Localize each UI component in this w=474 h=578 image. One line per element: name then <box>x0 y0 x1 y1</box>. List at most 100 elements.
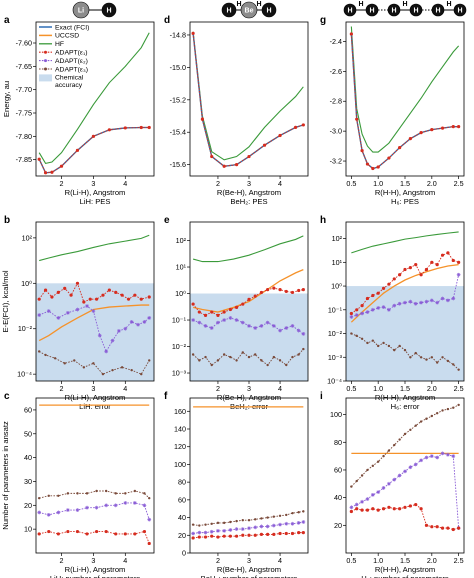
data-point <box>228 316 233 320</box>
y-axis-label: E-E(FCI), kcal/mol <box>1 270 10 332</box>
x-tick-label: 4 <box>123 556 127 565</box>
data-point <box>222 310 226 314</box>
x-tick-label: 0.5 <box>346 556 356 565</box>
data-point <box>446 452 450 457</box>
data-point <box>204 355 207 359</box>
data-point <box>301 288 305 292</box>
data-point <box>419 507 423 511</box>
y-tick-label: 10⁻¹ <box>328 305 343 314</box>
data-point <box>130 368 133 372</box>
data-point <box>285 513 288 517</box>
data-point <box>272 355 276 359</box>
data-point <box>446 407 450 411</box>
data-point <box>302 510 305 513</box>
data-point <box>381 507 386 511</box>
data-point <box>293 125 298 129</box>
data-point <box>355 507 359 511</box>
legend-label: ADAPT(ε₁) <box>55 50 88 57</box>
data-point <box>259 290 264 295</box>
data-point <box>210 534 214 538</box>
series-group <box>37 32 151 175</box>
y-tick-label: -2.4 <box>330 37 342 46</box>
data-point <box>365 497 370 501</box>
y-tick-label: 80 <box>178 478 186 487</box>
data-point <box>370 492 375 497</box>
data-point <box>234 527 239 531</box>
data-point <box>414 424 417 427</box>
atom-h-icon <box>431 3 445 17</box>
atom-h-icon <box>221 2 237 18</box>
data-point <box>191 536 195 540</box>
data-point <box>88 297 92 301</box>
series-group <box>191 235 306 367</box>
data-point <box>260 517 263 520</box>
data-point <box>56 290 60 294</box>
data-point <box>409 356 412 359</box>
data-point <box>441 409 444 412</box>
series-line-adapt- <box>39 490 150 499</box>
data-point <box>398 344 401 348</box>
y-tick-label: 10⁻² <box>328 329 343 338</box>
series-line-adapt- <box>39 305 150 353</box>
x-tick-label: 2 <box>216 179 220 188</box>
data-point <box>247 533 251 537</box>
data-point <box>435 525 439 529</box>
data-point <box>403 469 407 474</box>
data-point <box>393 348 396 352</box>
data-point <box>271 324 276 328</box>
atom-label: Be <box>245 8 254 15</box>
data-point <box>101 293 105 297</box>
data-point <box>301 331 306 336</box>
series-line-hf <box>38 32 150 165</box>
data-point <box>234 163 239 167</box>
data-point <box>94 529 99 534</box>
y-tick-label: 10⁻³ <box>328 353 343 362</box>
data-point <box>37 313 42 317</box>
data-point <box>203 324 208 328</box>
data-point <box>75 307 80 312</box>
data-point <box>240 320 245 325</box>
data-point <box>46 512 51 517</box>
data-point <box>266 363 269 367</box>
data-point <box>297 288 301 293</box>
data-point <box>253 533 257 537</box>
x-tick-label: 1.5 <box>400 179 410 188</box>
data-point <box>114 492 117 495</box>
data-point <box>107 288 111 292</box>
y-tick-label: 10⁻² <box>172 342 187 351</box>
data-point <box>360 499 364 504</box>
y-tick-label: 10⁰ <box>331 282 342 291</box>
data-point <box>75 281 80 285</box>
data-point <box>216 535 220 539</box>
data-point <box>266 288 270 292</box>
data-point <box>142 503 147 508</box>
data-point <box>228 307 232 312</box>
data-point <box>408 504 412 508</box>
data-point <box>120 293 124 297</box>
data-point <box>85 505 89 510</box>
x-axis-label: R(Li-H), Angstrom <box>65 188 126 197</box>
data-point <box>204 523 207 526</box>
data-point <box>456 272 461 277</box>
data-point <box>37 157 41 161</box>
data-point <box>387 449 391 452</box>
series-group <box>349 231 461 371</box>
data-point <box>265 320 270 325</box>
data-point <box>266 516 269 519</box>
data-point <box>262 143 267 147</box>
series-line-adapt- <box>351 274 460 318</box>
data-point <box>365 162 370 166</box>
data-point <box>435 455 440 460</box>
x-tick-label: 3 <box>91 179 95 188</box>
y-tick-label: 60 <box>178 495 186 504</box>
bond-label: H <box>446 1 451 8</box>
data-point <box>457 260 461 264</box>
x-tick-label: 2 <box>60 556 64 565</box>
x-tick-label: 1.0 <box>373 556 383 565</box>
data-point <box>147 295 151 299</box>
data-point <box>301 123 305 127</box>
data-point <box>59 164 64 168</box>
panel-caption: LiH: number of parameters <box>50 574 141 578</box>
data-point <box>56 532 60 536</box>
